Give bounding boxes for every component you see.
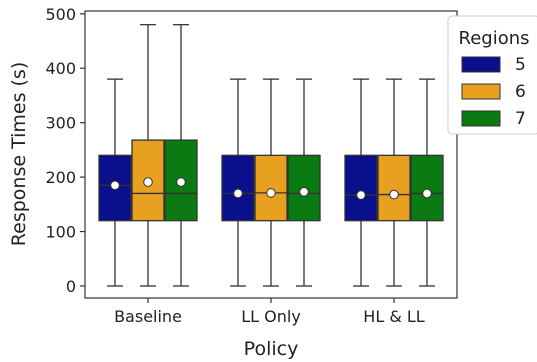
y-tick-label: 200 — [45, 168, 76, 187]
y-tick-label: 100 — [45, 223, 76, 242]
legend-label: 7 — [515, 109, 526, 129]
mean-marker — [176, 177, 186, 187]
axes: 0 100 200 300 400 500 Baseline LL Only HL & LL — [45, 5, 424, 326]
mean-marker — [143, 177, 153, 187]
legend: Regions 5 6 7 — [447, 15, 537, 135]
box — [410, 154, 444, 222]
mean-marker — [356, 190, 366, 200]
x-tick-label: Baseline — [114, 307, 182, 326]
legend-swatch — [461, 110, 501, 127]
mean-marker — [422, 188, 432, 199]
legend-label: 6 — [515, 82, 526, 102]
x-axis-label: Policy — [244, 338, 299, 360]
y-tick-label: 500 — [45, 5, 76, 24]
plot-marks — [98, 24, 444, 287]
y-tick-label: 0 — [66, 277, 76, 296]
legend-frame — [447, 15, 537, 135]
legend-label: 5 — [515, 55, 526, 75]
legend-entries: 5 6 7 — [461, 55, 526, 129]
y-tick-label: 400 — [45, 59, 76, 78]
x-tick-label: HL & LL — [363, 307, 425, 326]
box-group-1 — [221, 78, 321, 287]
box — [254, 154, 288, 222]
mean-marker — [389, 189, 399, 200]
box — [344, 154, 378, 222]
legend-swatch — [461, 83, 501, 100]
legend-title: Regions — [459, 28, 530, 49]
x-tick-label: LL Only — [241, 307, 301, 326]
mean-marker — [110, 180, 120, 191]
mean-marker — [299, 187, 309, 197]
mean-marker — [266, 188, 276, 198]
y-tick-label: 300 — [45, 114, 76, 133]
box — [221, 154, 255, 222]
box — [377, 154, 411, 222]
box-group-0 — [98, 24, 198, 287]
box-group-2 — [344, 78, 444, 287]
legend-swatch — [461, 56, 501, 73]
mean-marker — [233, 188, 243, 199]
y-axis-label: Response Times (s) — [8, 62, 30, 246]
